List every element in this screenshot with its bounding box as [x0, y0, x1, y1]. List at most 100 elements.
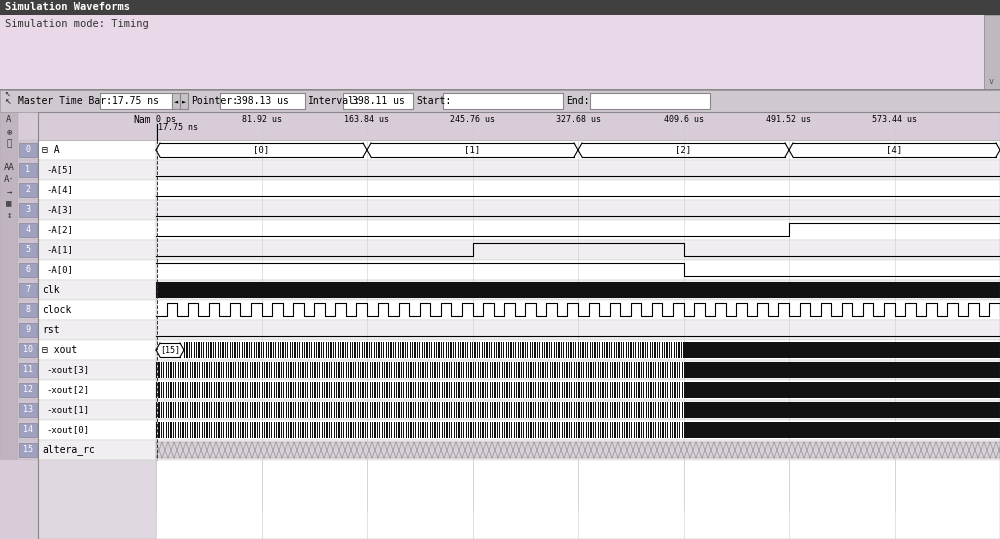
Bar	[466, 342, 467, 358]
Bar	[668, 362, 670, 378]
Bar	[665, 382, 666, 398]
Bar	[262, 382, 263, 398]
Bar	[320, 382, 322, 398]
Bar	[220, 422, 221, 438]
Bar	[589, 422, 590, 438]
Bar	[194, 342, 195, 358]
Bar	[347, 422, 348, 438]
Bar	[303, 342, 304, 358]
Bar	[578, 362, 580, 378]
Bar	[306, 342, 308, 358]
Bar	[19, 263, 37, 277]
Bar	[271, 422, 272, 438]
Bar	[529, 382, 530, 398]
Bar	[642, 382, 643, 398]
Bar	[339, 342, 340, 358]
Bar	[348, 402, 349, 418]
Bar	[616, 382, 617, 398]
Bar	[665, 402, 666, 418]
Bar	[610, 362, 611, 378]
Bar	[208, 382, 209, 398]
Bar	[281, 382, 282, 398]
Bar	[481, 402, 482, 418]
Bar	[228, 422, 229, 438]
Bar	[250, 342, 251, 358]
Bar	[222, 402, 223, 418]
Bar	[342, 402, 343, 418]
Bar	[361, 362, 362, 378]
Bar	[301, 362, 302, 378]
Bar	[402, 382, 403, 398]
Bar	[418, 402, 419, 418]
Bar	[371, 342, 372, 358]
Bar	[353, 422, 354, 438]
Bar	[542, 422, 544, 438]
Bar	[318, 382, 319, 398]
Bar	[269, 382, 270, 398]
Bar	[415, 382, 416, 398]
Bar	[275, 362, 276, 378]
Bar	[473, 422, 474, 438]
Bar	[636, 342, 638, 358]
Bar	[674, 342, 675, 358]
Bar	[452, 362, 454, 378]
Bar	[606, 382, 607, 398]
Bar	[533, 402, 534, 418]
Bar	[195, 342, 196, 358]
Bar	[184, 362, 185, 378]
Bar	[287, 382, 288, 398]
Text: AA: AA	[4, 163, 14, 172]
Bar	[356, 422, 358, 438]
Bar	[392, 422, 394, 438]
Bar	[284, 342, 285, 358]
Bar	[384, 422, 385, 438]
Bar	[370, 342, 371, 358]
Bar	[480, 362, 481, 378]
Bar	[570, 422, 571, 438]
Bar	[18, 240, 38, 260]
Bar	[242, 422, 244, 438]
Bar	[349, 422, 350, 438]
Bar	[371, 422, 372, 438]
Bar	[493, 402, 494, 418]
Bar	[413, 422, 414, 438]
Bar	[402, 342, 404, 358]
Bar	[156, 112, 1000, 140]
Bar	[469, 362, 470, 378]
Bar	[544, 342, 545, 358]
Bar	[307, 402, 308, 418]
Bar	[560, 402, 562, 418]
Bar	[677, 402, 678, 418]
Bar	[668, 342, 669, 358]
Bar	[38, 160, 156, 180]
Bar	[162, 402, 163, 418]
Bar	[174, 402, 175, 418]
Bar	[198, 362, 199, 378]
Bar	[172, 93, 180, 109]
Bar	[514, 402, 515, 418]
Bar	[545, 342, 546, 358]
Bar	[469, 382, 470, 398]
Bar	[538, 422, 539, 438]
Bar	[230, 382, 232, 398]
Bar	[549, 342, 550, 358]
Bar	[497, 382, 498, 398]
Bar	[432, 382, 433, 398]
Bar	[612, 422, 613, 438]
Bar	[244, 382, 245, 398]
Bar	[208, 402, 209, 418]
Bar	[222, 382, 223, 398]
Bar	[401, 342, 402, 358]
Bar	[251, 402, 252, 418]
Bar	[384, 382, 385, 398]
Bar	[495, 342, 496, 358]
Bar	[372, 422, 373, 438]
Bar	[263, 422, 264, 438]
Bar	[673, 362, 674, 378]
Bar	[468, 382, 469, 398]
Bar	[617, 402, 618, 418]
Bar	[190, 402, 191, 418]
Bar	[320, 342, 321, 358]
Bar	[302, 342, 303, 358]
Bar	[512, 342, 513, 358]
